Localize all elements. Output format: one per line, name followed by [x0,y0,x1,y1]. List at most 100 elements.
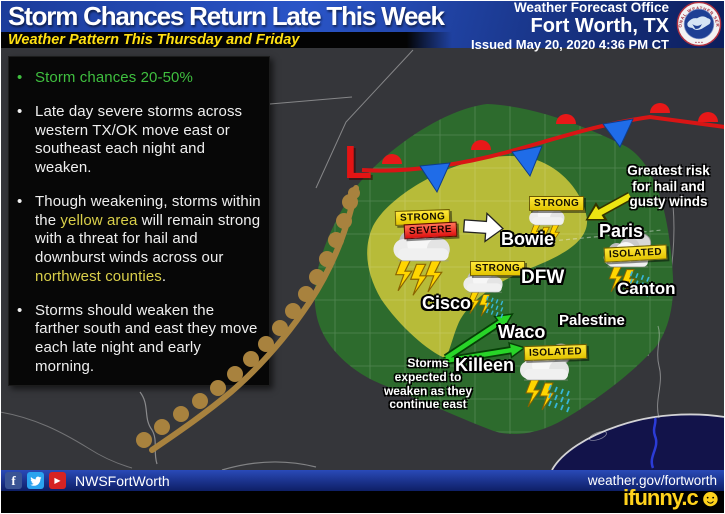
rain-icon [646,276,650,282]
social-handle: NWSFortWorth [75,472,170,489]
rain-icon [560,404,564,411]
forecast-text-panel: • Storm chances 20-50% • Late day severe st… [8,56,270,386]
city-label-cisco: Cisco [422,293,472,313]
rain-icon [646,284,650,290]
greatest-risk-area [367,156,588,358]
city-label-canton: Canton [617,279,676,298]
twitter-icon [27,472,44,489]
lightning-bolt-icon [539,382,555,411]
lightning-bolt-icon [525,379,541,408]
rain-icon [490,297,494,303]
rain-icon [640,274,645,281]
bullet-text: Late day severe storms across western TX… [35,102,243,176]
nws-logo-icon: NATIONAL WEATHER SERVICE • • • [676,1,722,47]
rain-icon [495,311,499,317]
storm-cloud-icon [393,224,450,296]
office-block: Weather Forecast Office Fort Worth, TX I… [471,1,669,51]
rain-icon [566,398,570,405]
bullet-dot: • [17,102,23,120]
storm-cloud-icon [529,202,565,247]
forecast-bullet: • Storm chances 20-50% [17,69,261,88]
storm-cloud-icon [603,233,652,297]
rain-icon [500,307,504,312]
bullet-text: Storm chances 20-50% [35,69,193,86]
rain-icon [548,392,552,399]
storm-icon-north [527,197,573,255]
storm-icon-killeen [517,341,581,422]
page-title: Storm Chances Return Late This Week [8,1,445,31]
forecast-bullet: • Storms should weaken the farther south … [17,302,261,377]
lightning-bolt-icon [621,269,636,295]
county-lines [314,104,674,435]
lightning-bolt-icon [409,263,428,296]
ifunny-watermark: ifunny.c☻ [623,485,723,512]
rain-icon [495,305,499,311]
white-motion-arrow [462,212,504,243]
rain-icon [500,300,504,306]
footer-bar: f ▶ NWSFortWorth weather.gov/fortworth [0,470,725,491]
rain-icon [554,394,558,401]
intensity-tag-strong: STRONG [529,196,585,211]
green-motion-arrows [443,313,527,365]
rain-icon [560,388,564,395]
warm-front-pips [382,103,718,164]
state-borders [269,49,675,357]
city-label-killeen: Killeen [455,355,515,375]
yellow-pointer-arrow [585,192,633,221]
rain-icon [629,271,634,277]
storm-risk-area [314,104,674,435]
cold-front-pips [419,118,634,194]
rain-icon [554,386,558,393]
frontal-boundary [361,103,725,194]
city-label-palestine: Palestine [559,312,625,329]
rain-icon [635,287,639,293]
rain-icon [548,384,552,391]
intensity-tag-severe: SEVERE [403,221,458,240]
bottom-black-strip [0,491,725,514]
rain-icon [485,295,489,301]
storm-icon-severe-west [390,216,464,309]
rain-icon [548,400,552,407]
rain-icon [490,310,494,315]
storm-icon-dfw-west [461,261,512,326]
rain-icon [554,402,558,409]
rain-icon [566,390,570,397]
rain-icon [640,282,645,288]
lightning-bolt-icon [608,266,624,292]
forecast-bullet-list: • Storm chances 20-50% • Late day severe st… [17,69,261,377]
lightning-bolt-icon [530,224,542,245]
subtitle-bar: Weather Pattern This Thursday and Friday [0,32,452,48]
storm-cloud-icon [463,266,504,319]
lightning-bolt-icon [478,294,492,317]
subtitle: Weather Pattern This Thursday and Friday [8,32,300,48]
red-river-border [551,229,663,242]
facebook-icon: f [5,472,22,489]
website-url: weather.gov/fortworth [587,473,717,488]
map-annotation-1: Greatest risk for hail and gusty winds [627,163,710,210]
rain-icon [495,299,499,304]
rain-icon [635,280,639,286]
smiley-icon: ☻ [697,485,723,512]
office-location: Fort Worth, TX [530,14,670,37]
rivers [0,391,317,471]
bullet-text: Though weakening, storms within the yell… [35,192,261,285]
rain-icon [635,273,639,279]
lightning-bolt-icon [548,224,561,245]
office-name: Weather Forecast Office [513,0,669,15]
gulf-of-mexico [551,325,725,471]
svg-text:• • •: • • • [695,41,703,46]
storm-cloud-icon [520,343,572,413]
city-label-bowie: Bowie [501,229,555,249]
bullet-text: Storms should weaken the farther south a… [35,301,258,375]
intensity-tag-strong: STRONG [394,209,451,226]
lightning-bolt-icon [394,259,413,292]
bullet-dot: • [17,69,23,86]
intensity-tag-isolated: ISOLATED [603,244,668,263]
city-label-dfw: DFW [521,267,565,288]
header-banner: Storm Chances Return Late This Week Weat… [0,0,725,51]
watermark-text: ifunny.c [623,485,699,510]
city-label-waco: Waco [498,322,546,342]
rain-icon [646,291,650,297]
rain-icon [560,396,564,403]
